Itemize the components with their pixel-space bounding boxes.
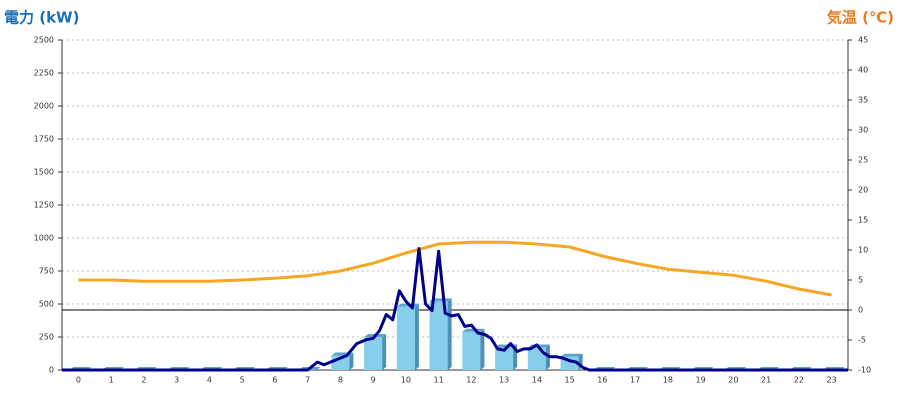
x-tick-label: 1 bbox=[109, 376, 114, 385]
bar bbox=[429, 301, 448, 370]
bar bbox=[364, 337, 383, 370]
y-tick-label: 0 bbox=[49, 366, 54, 375]
x-tick-label: 2 bbox=[141, 376, 146, 385]
bar-side bbox=[349, 352, 354, 370]
bar bbox=[495, 347, 514, 370]
y-tick-label: 500 bbox=[39, 300, 54, 309]
x-tick-label: 12 bbox=[466, 376, 476, 385]
y-tick-label: 2250 bbox=[34, 69, 54, 78]
y-tick-label: 250 bbox=[39, 333, 54, 342]
bar-top bbox=[429, 298, 452, 302]
line bbox=[78, 240, 832, 297]
bar-top bbox=[462, 328, 485, 332]
line bbox=[62, 247, 848, 372]
bar-side bbox=[414, 303, 419, 370]
x-tick-label: 3 bbox=[174, 376, 179, 385]
y2-tick-label: 45 bbox=[858, 36, 868, 45]
x-tick-label: 19 bbox=[696, 376, 706, 385]
x-tick-label: 16 bbox=[597, 376, 607, 385]
bar-side bbox=[382, 334, 387, 370]
x-tick-label: 8 bbox=[338, 376, 343, 385]
y2-tick-label: 30 bbox=[858, 126, 868, 135]
y2-tick-label: 0 bbox=[858, 306, 863, 315]
bar-top bbox=[560, 353, 583, 357]
x-tick-label: 7 bbox=[305, 376, 310, 385]
x-tick-label: 13 bbox=[499, 376, 509, 385]
x-tick-label: 11 bbox=[434, 376, 444, 385]
y2-tick-label: 40 bbox=[858, 66, 868, 75]
y-tick-label: 750 bbox=[39, 267, 54, 276]
x-tick-label: 4 bbox=[207, 376, 212, 385]
y-axis-title: 電力 (kW) bbox=[4, 9, 79, 27]
x-tick-label: 6 bbox=[272, 376, 277, 385]
y2-tick-label: 20 bbox=[858, 186, 868, 195]
y2-tick-label: 5 bbox=[858, 276, 863, 285]
y2-tick-label: 10 bbox=[858, 246, 868, 255]
bar bbox=[527, 347, 546, 370]
y-tick-label: 1250 bbox=[34, 201, 54, 210]
y2-tick-label: 15 bbox=[858, 216, 868, 225]
x-tick-label: 17 bbox=[630, 376, 640, 385]
y2-tick-label: -10 bbox=[858, 366, 871, 375]
y-tick-label: 1000 bbox=[34, 234, 54, 243]
bar-side bbox=[447, 298, 452, 370]
x-tick-label: 14 bbox=[532, 376, 542, 385]
x-tick-label: 20 bbox=[728, 376, 738, 385]
y-tick-label: 1750 bbox=[34, 135, 54, 144]
y-tick-label: 2500 bbox=[34, 36, 54, 45]
x-tick-label: 22 bbox=[794, 376, 804, 385]
x-tick-label: 5 bbox=[240, 376, 245, 385]
y2-tick-label: 35 bbox=[858, 96, 868, 105]
y-tick-label: 1500 bbox=[34, 168, 54, 177]
bar-side bbox=[480, 328, 485, 370]
x-tick-label: 15 bbox=[565, 376, 575, 385]
x-tick-label: 9 bbox=[371, 376, 376, 385]
x-tick-label: 18 bbox=[663, 376, 673, 385]
bar bbox=[462, 331, 481, 370]
y2-tick-label: 25 bbox=[858, 156, 868, 165]
x-tick-label: 21 bbox=[761, 376, 771, 385]
bar bbox=[396, 306, 415, 370]
y2-tick-label: -5 bbox=[858, 336, 866, 345]
x-tick-label: 10 bbox=[401, 376, 411, 385]
y2-axis-title: 気温 (℃) bbox=[827, 9, 894, 27]
y-tick-label: 2000 bbox=[34, 102, 54, 111]
x-tick-label: 23 bbox=[827, 376, 837, 385]
x-tick-label: 0 bbox=[76, 376, 81, 385]
